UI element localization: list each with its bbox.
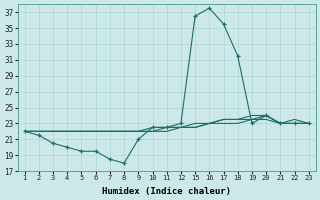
X-axis label: Humidex (Indice chaleur): Humidex (Indice chaleur) (102, 187, 231, 196)
